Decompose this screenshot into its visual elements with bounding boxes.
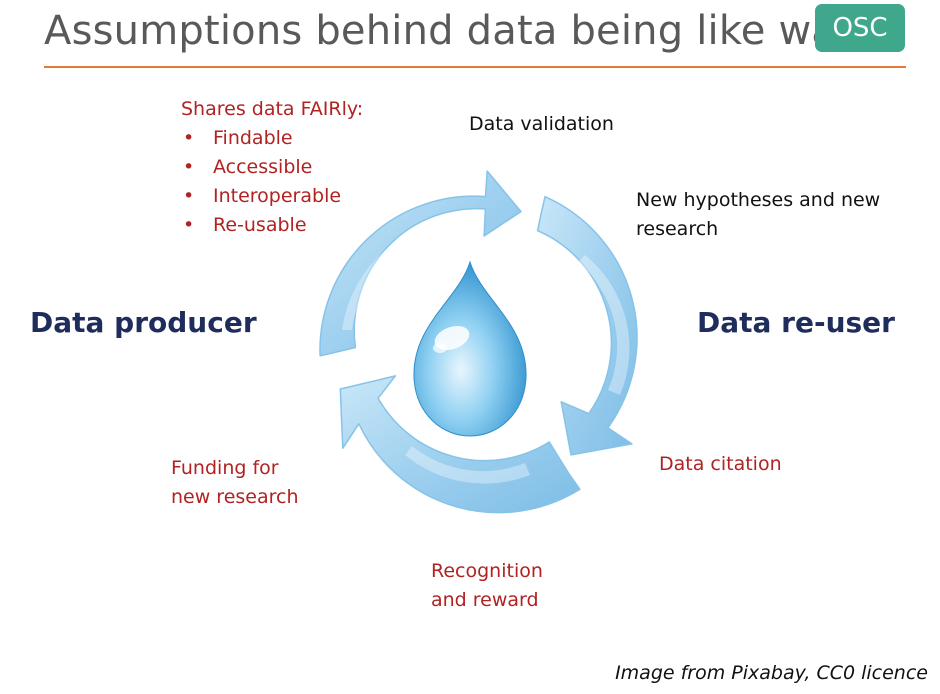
label-recognition-line1: Recognition bbox=[431, 560, 543, 582]
water-drop-icon bbox=[413, 260, 527, 437]
fair-item-interoperable: Interoperable bbox=[181, 182, 341, 211]
fair-item-accessible: Accessible bbox=[181, 153, 341, 182]
page-title: Assumptions behind data being like water bbox=[44, 8, 894, 54]
label-recognition: Recognition and reward bbox=[431, 557, 543, 615]
label-data-validation: Data validation bbox=[469, 113, 614, 135]
image-credit: Image from Pixabay, CC0 licence bbox=[615, 662, 928, 684]
arrow-highlight-top bbox=[342, 218, 470, 330]
label-new-hypotheses: New hypotheses and new research bbox=[636, 186, 880, 244]
label-new-hypotheses-line2: research bbox=[636, 218, 719, 240]
fair-item-reusable: Re-usable bbox=[181, 211, 341, 240]
role-data-producer: Data producer bbox=[30, 306, 257, 339]
osc-badge: OSC bbox=[815, 4, 905, 52]
label-recognition-line2: and reward bbox=[431, 589, 539, 611]
cycle-arrow-right bbox=[536, 195, 638, 456]
label-new-hypotheses-line1: New hypotheses and new bbox=[636, 189, 881, 211]
title-underline bbox=[44, 66, 906, 68]
label-data-citation: Data citation bbox=[659, 453, 782, 475]
arrow-highlight-bottom bbox=[405, 446, 530, 484]
cycle-arrow-bottom bbox=[339, 375, 581, 514]
label-funding-line1: Funding for bbox=[171, 457, 279, 479]
cycle-arrow-top bbox=[319, 170, 522, 357]
fair-heading: Shares data FAIRly: bbox=[181, 98, 364, 120]
role-data-reuser: Data re-user bbox=[697, 306, 895, 339]
fair-item-findable: Findable bbox=[181, 124, 341, 153]
fair-list: Findable Accessible Interoperable Re-usa… bbox=[181, 124, 341, 240]
label-funding-line2: new research bbox=[171, 486, 299, 508]
drop-shine-small-icon bbox=[433, 343, 447, 353]
label-funding: Funding for new research bbox=[171, 454, 299, 512]
arrow-highlight-right bbox=[578, 255, 630, 395]
